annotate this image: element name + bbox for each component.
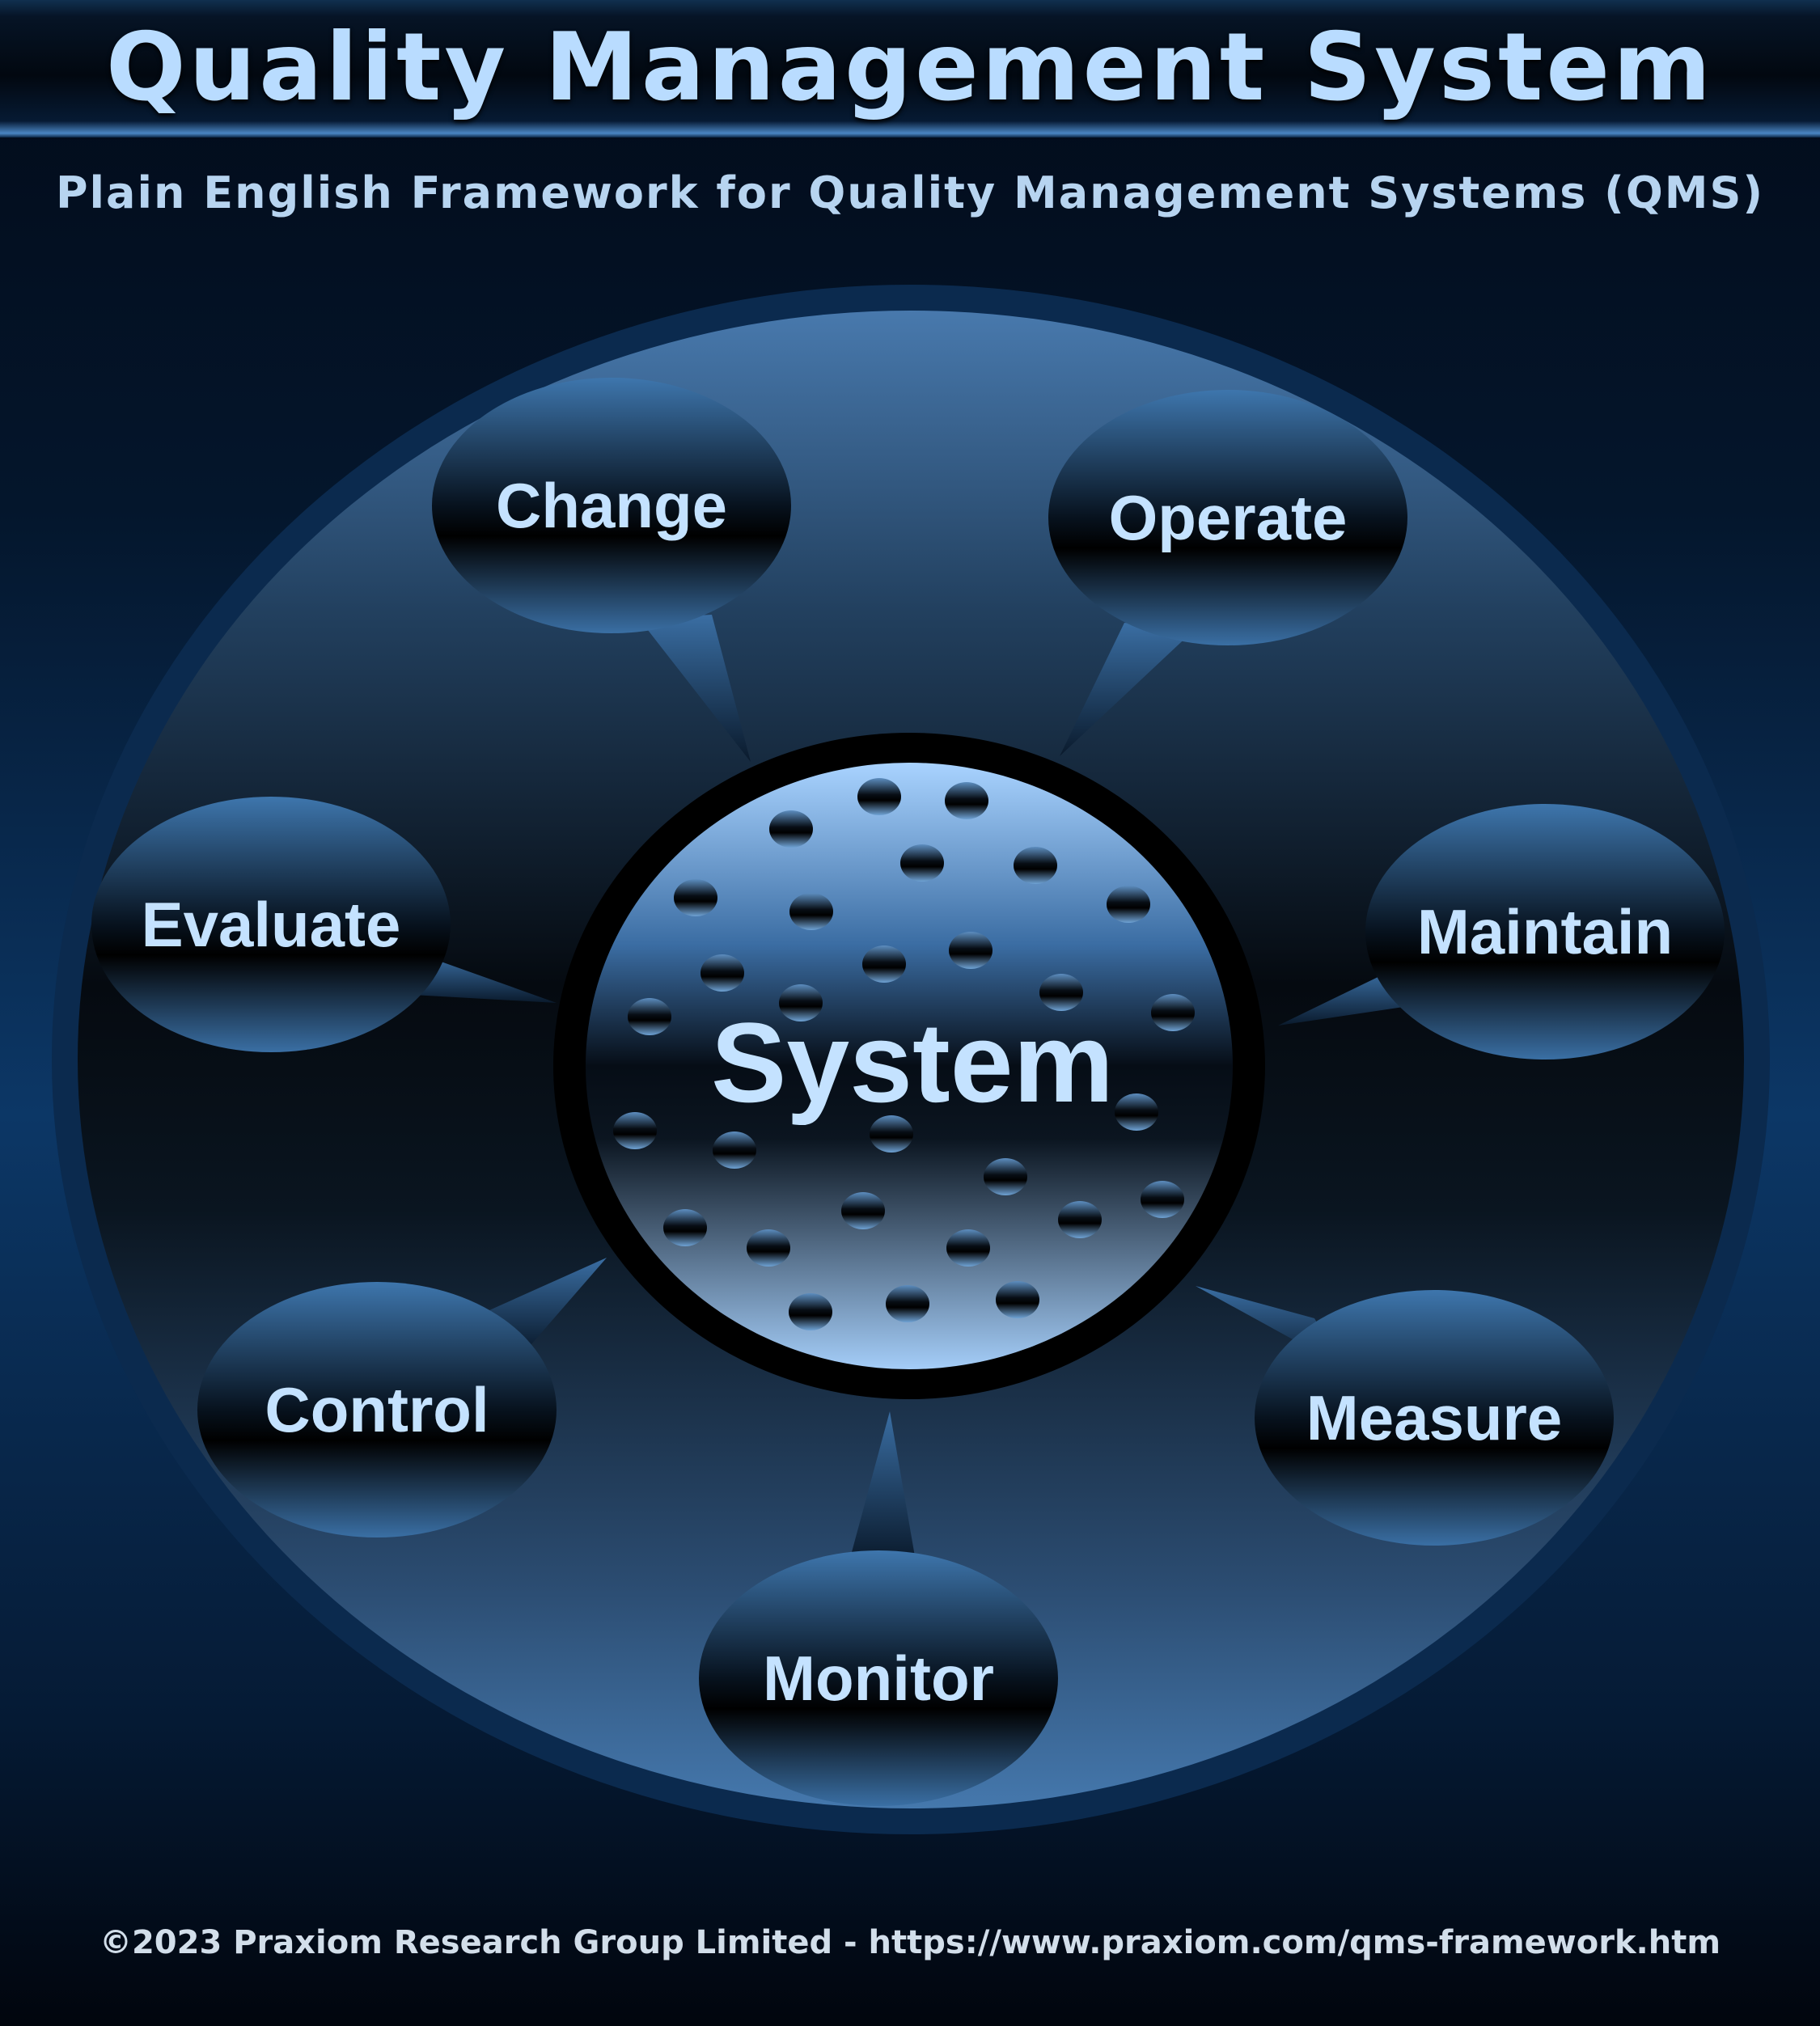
title-bar: Quality Management System — [0, 0, 1820, 137]
bubble-shape-maintain — [1365, 804, 1725, 1060]
bubble-measure: Measure — [1255, 1290, 1614, 1546]
decorative-dot — [628, 998, 671, 1035]
decorative-dot — [674, 879, 717, 916]
page-title: Quality Management System — [106, 13, 1714, 122]
decorative-dot — [779, 984, 823, 1021]
decorative-dot — [949, 932, 993, 969]
bubble-shape-evaluate — [91, 797, 451, 1052]
footer-copyright: ©2023 Praxiom Research Group Limited - h… — [99, 1924, 1721, 1961]
bubble-shape-monitor — [699, 1550, 1058, 1806]
bubble-shape-control — [197, 1282, 557, 1537]
decorative-dot — [1039, 974, 1083, 1011]
decorative-dot — [900, 844, 944, 882]
bubble-label-maintain: Maintain — [1417, 896, 1673, 967]
bubble-label-change: Change — [496, 470, 727, 541]
decorative-dot — [862, 945, 906, 983]
decorative-dot — [1115, 1093, 1158, 1131]
decorative-dot — [841, 1192, 885, 1229]
decorative-dot — [700, 954, 744, 992]
decorative-dot — [789, 1293, 832, 1330]
decorative-dot — [713, 1131, 756, 1169]
bubble-label-monitor: Monitor — [763, 1643, 994, 1714]
decorative-dot — [747, 1229, 790, 1267]
decorative-dot — [1141, 1181, 1184, 1218]
bubble-operate: Operate — [1048, 390, 1407, 645]
bubble-label-measure: Measure — [1306, 1382, 1563, 1453]
connector-control — [489, 1258, 607, 1351]
decorative-dot — [984, 1158, 1027, 1195]
connector-operate — [1060, 623, 1193, 756]
decorative-dot — [613, 1112, 657, 1149]
bubble-maintain: Maintain — [1365, 804, 1725, 1060]
bubble-change: Change — [432, 378, 791, 633]
decorative-dot — [1058, 1201, 1102, 1238]
bubble-monitor: Monitor — [699, 1550, 1058, 1806]
decorative-dot — [1014, 847, 1057, 884]
bubble-label-evaluate: Evaluate — [142, 889, 401, 960]
bubble-control: Control — [197, 1282, 557, 1537]
center-label: System — [711, 999, 1114, 1126]
connector-maintain — [1278, 971, 1403, 1026]
decorative-dot — [870, 1115, 913, 1153]
decorative-dot — [886, 1285, 929, 1322]
decorative-dot — [789, 893, 833, 930]
decorative-dot — [663, 1209, 707, 1246]
connector-monitor — [849, 1411, 916, 1561]
bubble-nodes: Change Operate Evaluate Maintain Control Meas… — [91, 378, 1725, 1806]
bubble-shape-change — [432, 378, 791, 633]
bubble-shape-measure — [1255, 1290, 1614, 1546]
decorative-dot — [769, 810, 813, 848]
decorative-dots — [613, 778, 1195, 1330]
bubble-evaluate: Evaluate — [91, 797, 451, 1052]
connector-evaluate — [413, 954, 557, 1003]
decorative-dot — [1107, 886, 1150, 923]
connector-change — [639, 615, 751, 762]
decorative-dot — [996, 1281, 1039, 1318]
bubble-label-control: Control — [265, 1374, 489, 1445]
bubble-label-operate: Operate — [1109, 482, 1348, 553]
page-subtitle: Plain English Framework for Quality Mana… — [55, 167, 1765, 218]
decorative-dot — [945, 782, 988, 819]
decorative-dot — [1151, 994, 1195, 1031]
bubble-shape-operate — [1048, 390, 1407, 645]
decorative-dot — [857, 778, 901, 815]
decorative-dot — [946, 1229, 990, 1267]
